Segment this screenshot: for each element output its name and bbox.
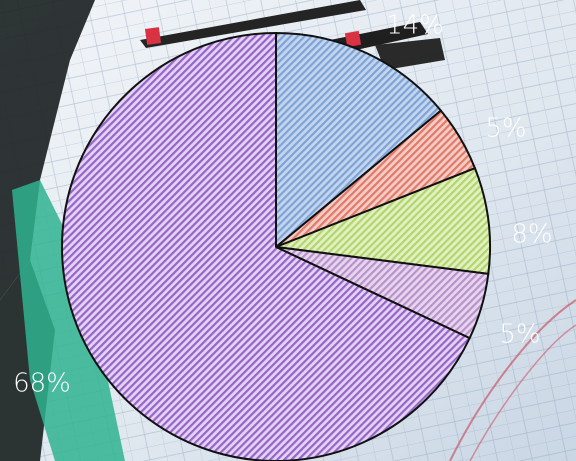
- slice-label-0: 14%: [386, 11, 444, 41]
- pie-slice-0: [275, 32, 442, 248]
- slice-label-1: 5%: [485, 114, 526, 144]
- slice-label-2: 8%: [511, 220, 552, 250]
- slice-label-3: 5%: [499, 320, 540, 350]
- pie-slice-2: [275, 167, 491, 275]
- pie-slices: [61, 32, 491, 461]
- slice-label-4: 68%: [13, 369, 71, 399]
- pie-slice-4: [61, 32, 471, 461]
- pie-labels: 14% 5% 8% 5% 68%: [13, 11, 553, 399]
